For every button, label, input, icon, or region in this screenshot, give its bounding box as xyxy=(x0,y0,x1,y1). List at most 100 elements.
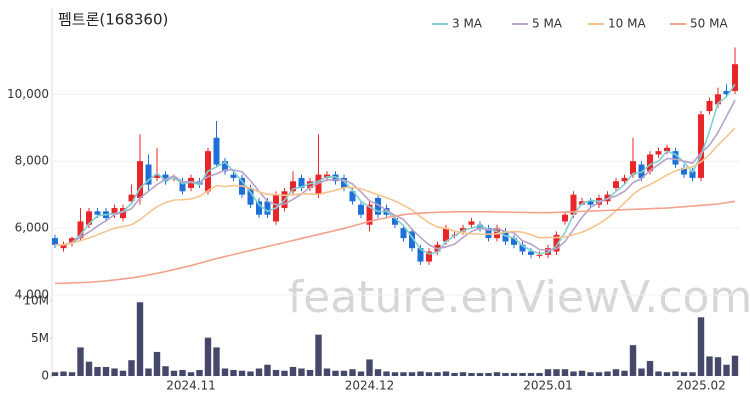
volume-bar xyxy=(502,372,509,376)
candle-body xyxy=(94,211,101,215)
volume-bar xyxy=(60,371,67,376)
candle-body xyxy=(689,171,696,178)
volume-bar xyxy=(655,371,662,376)
volume-bar xyxy=(340,370,348,376)
volume-bar xyxy=(510,372,518,376)
candle-body xyxy=(298,177,305,188)
legend-label: 3 MA xyxy=(452,17,483,31)
y-tick-label: 5M xyxy=(31,331,49,345)
candle-body xyxy=(86,211,92,225)
candle-body xyxy=(698,114,704,178)
volume-bar xyxy=(374,369,382,376)
volume-bar xyxy=(51,372,59,376)
y-tick-label: 8,000 xyxy=(15,154,49,168)
volume-bar xyxy=(102,366,110,376)
candle-body xyxy=(332,174,339,182)
candle-body xyxy=(179,181,186,192)
candle-body xyxy=(426,251,432,262)
volume-bar xyxy=(187,372,195,376)
candle-body xyxy=(613,181,619,188)
candle-body xyxy=(400,228,407,239)
candle-body xyxy=(128,194,135,202)
candle-body xyxy=(366,204,373,225)
ma-line xyxy=(55,200,736,285)
volume-bar xyxy=(400,372,407,376)
volume-bar xyxy=(578,370,586,376)
volume-bar xyxy=(111,368,118,376)
candle-body xyxy=(145,164,152,185)
volume-bar xyxy=(306,369,314,376)
candle-body xyxy=(69,238,75,244)
candle-body xyxy=(647,154,653,172)
volume-bar xyxy=(612,369,620,376)
candle-body xyxy=(519,244,526,252)
y-tick-label: 4,000 xyxy=(15,288,49,302)
volume-bar xyxy=(476,372,484,376)
volume-bar xyxy=(689,372,696,376)
candle-body xyxy=(256,201,262,215)
volume-bar xyxy=(425,372,433,376)
candle-body xyxy=(349,191,356,202)
volume-bar xyxy=(383,371,390,376)
candle-body xyxy=(230,174,237,178)
volume-bar xyxy=(544,369,552,376)
volume-bar xyxy=(357,371,365,376)
volume-bar xyxy=(629,345,637,376)
x-tick-label: 2024.12 xyxy=(345,379,395,393)
candle-body xyxy=(392,218,398,225)
volume-bar xyxy=(162,366,169,376)
candle-body xyxy=(120,208,126,219)
volume-bar xyxy=(170,370,178,376)
candle-body xyxy=(715,94,721,105)
volume-bar xyxy=(663,372,671,376)
volume-bar xyxy=(77,347,84,376)
candle-body xyxy=(111,208,118,215)
candle-body xyxy=(443,228,449,242)
watermark: feature.enViewV.com xyxy=(288,272,750,323)
volume-bar xyxy=(595,372,603,376)
candle-body xyxy=(375,197,381,215)
candle-body xyxy=(485,228,492,239)
candle-body xyxy=(162,174,169,182)
ma-line xyxy=(55,83,736,255)
candle-body xyxy=(536,254,543,256)
volume-bar xyxy=(281,370,288,376)
candle-body xyxy=(264,201,271,215)
candle-body xyxy=(664,147,670,152)
volume-bar xyxy=(298,368,305,376)
candle-body xyxy=(137,161,143,198)
volume-bar xyxy=(536,372,543,376)
volume-bar xyxy=(204,337,212,376)
volume-bar xyxy=(153,351,161,376)
candle-body xyxy=(77,221,84,239)
volume-bar xyxy=(230,369,237,376)
volume-bar xyxy=(247,371,254,376)
candle-body xyxy=(570,194,577,215)
candle-body xyxy=(417,248,424,262)
candle-body xyxy=(630,161,636,175)
candle-body xyxy=(681,167,687,175)
candle-body xyxy=(247,187,254,205)
volume-bar xyxy=(604,371,611,376)
volume-bar xyxy=(723,364,730,376)
y-tick-label: 10,000 xyxy=(7,87,49,101)
volume-bar xyxy=(714,357,722,376)
candle-body xyxy=(562,214,568,222)
volume-bar xyxy=(366,359,373,376)
volume-bar xyxy=(519,372,526,376)
volume-bar xyxy=(94,366,101,376)
volume-bar xyxy=(213,347,220,376)
volume-bar xyxy=(553,369,560,376)
volume-bar xyxy=(145,368,152,376)
candle-body xyxy=(672,151,679,165)
candle-body xyxy=(587,201,594,205)
candle-body xyxy=(528,251,534,255)
volume-bar xyxy=(731,355,739,376)
volume-bar xyxy=(680,372,688,376)
candle-body xyxy=(706,100,713,112)
candle-body xyxy=(60,244,67,249)
volume-bar xyxy=(561,369,569,376)
volume-bar xyxy=(638,368,645,376)
volume-bar xyxy=(289,366,297,376)
